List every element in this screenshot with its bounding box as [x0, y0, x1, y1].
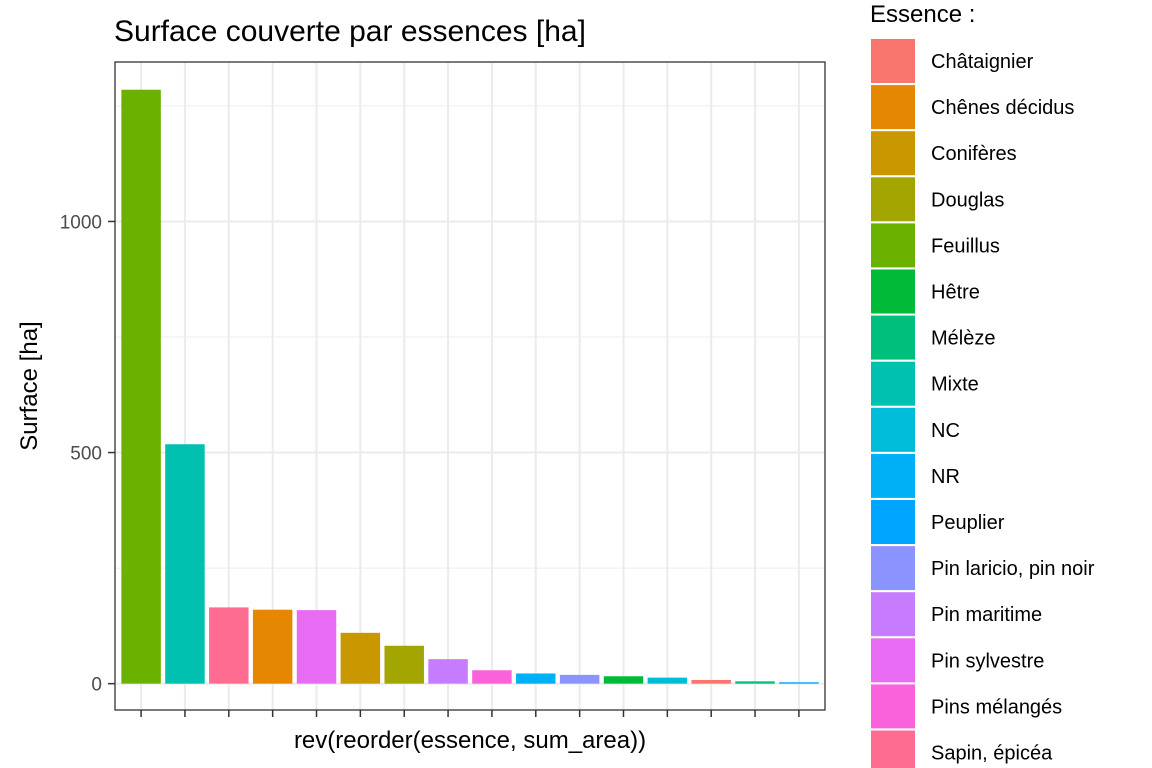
legend-key [871, 407, 915, 452]
bar-m-l-ze [735, 681, 775, 684]
legend-key [871, 684, 915, 729]
legend-key [871, 638, 915, 683]
legend-item: Mixte [871, 361, 979, 406]
legend-label: Sapin, épicéa [931, 743, 1053, 765]
bar-ch-nes-d-cidus [252, 609, 293, 684]
legend-item: Chênes décidus [871, 85, 1074, 130]
bar-conif-res [340, 632, 381, 684]
bar-peuplier [779, 682, 819, 684]
legend: Essence : Châtaignier Chênes décidus Conif… [870, 1, 1095, 768]
legend-label: Peuplier [931, 512, 1005, 534]
legend-label: Hêtre [931, 282, 980, 304]
legend-item: NC [871, 407, 960, 452]
legend-item: Pin sylvestre [871, 638, 1044, 683]
legend-item: Châtaignier [871, 39, 1034, 83]
legend-key [871, 361, 915, 406]
legend-item: Peuplier [871, 500, 1005, 544]
bar-nr [516, 673, 556, 684]
legend-key [871, 269, 915, 314]
legend-label: Châtaignier [931, 51, 1034, 73]
legend-label: Chênes décidus [931, 97, 1074, 119]
legend-item: Hêtre [871, 269, 980, 314]
legend-item: NR [871, 453, 960, 498]
chart-title: Surface couverte par essences [ha] [114, 15, 586, 48]
legend-key [871, 131, 915, 176]
legend-label: Pin sylvestre [931, 650, 1044, 672]
plot-area [114, 61, 826, 711]
legend-key [871, 177, 915, 222]
bar-mixte [165, 444, 205, 684]
bar-pin-maritime [428, 659, 468, 684]
y-tick-label: 1000 [60, 212, 102, 233]
y-axis-title: Surface [ha] [16, 321, 43, 450]
legend-item: Sapin, épicéa [871, 730, 1053, 768]
x-axis-title: rev(reorder(essence, sum_area)) [294, 727, 646, 754]
legend-item: Conifères [871, 131, 1017, 176]
plot-border [114, 61, 826, 711]
bar-nc [647, 677, 688, 684]
legend-label: Feuillus [931, 235, 1000, 257]
y-tick-label: 0 [91, 675, 102, 696]
legend-label: Pin laricio, pin noir [931, 558, 1095, 580]
legend-key [871, 315, 915, 360]
legend-key [871, 223, 915, 268]
bar-h-tre [603, 676, 644, 684]
x-axis [140, 710, 800, 717]
legend-key [871, 546, 915, 591]
legend-title: Essence : [870, 1, 975, 28]
legend-item: Pins mélangés [871, 684, 1062, 729]
y-tick-label: 500 [70, 444, 102, 465]
grid-lines [115, 62, 825, 710]
legend-key [871, 85, 915, 130]
legend-item: Feuillus [871, 223, 1000, 268]
bar-pins-m-lang-s [472, 670, 512, 684]
legend-items: Châtaignier Chênes décidus Conifères Dougla… [871, 39, 1095, 768]
bar-ch-taignier [691, 679, 731, 684]
legend-label: Conifères [931, 143, 1017, 165]
legend-label: Mélèze [931, 328, 995, 350]
plot-background [115, 62, 825, 710]
legend-label: NC [931, 420, 960, 442]
legend-key [871, 39, 915, 83]
legend-key [871, 500, 915, 544]
legend-key [871, 592, 915, 637]
legend-item: Pin maritime [871, 592, 1042, 637]
legend-label: NR [931, 466, 960, 488]
legend-key [871, 453, 915, 498]
legend-key [871, 730, 915, 768]
bar-feuillus [121, 89, 161, 684]
legend-label: Pin maritime [931, 604, 1042, 626]
legend-label: Mixte [931, 374, 979, 396]
bar-douglas [384, 645, 424, 684]
legend-label: Douglas [931, 189, 1004, 211]
bars [121, 89, 819, 684]
legend-item: Mélèze [871, 315, 995, 360]
y-axis: 0 500 1000 [60, 212, 115, 696]
legend-label: Pins mélangés [931, 696, 1062, 718]
bar-pin-laricio-pin-noir [559, 674, 600, 684]
bar-sapin-pic-a [209, 607, 249, 684]
bar-pin-sylvestre [296, 610, 337, 684]
legend-item: Pin laricio, pin noir [871, 546, 1095, 591]
legend-item: Douglas [871, 177, 1004, 222]
